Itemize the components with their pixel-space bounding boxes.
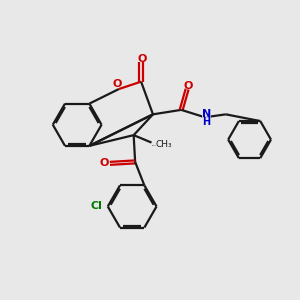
Text: O: O [184,80,193,91]
Text: O: O [112,79,122,89]
Text: Cl: Cl [91,202,102,212]
Text: CH₃: CH₃ [156,140,172,148]
Text: H: H [202,117,211,127]
Text: methyl: methyl [152,145,156,146]
Text: N: N [202,109,211,119]
Text: O: O [100,158,109,168]
Text: O: O [138,54,147,64]
